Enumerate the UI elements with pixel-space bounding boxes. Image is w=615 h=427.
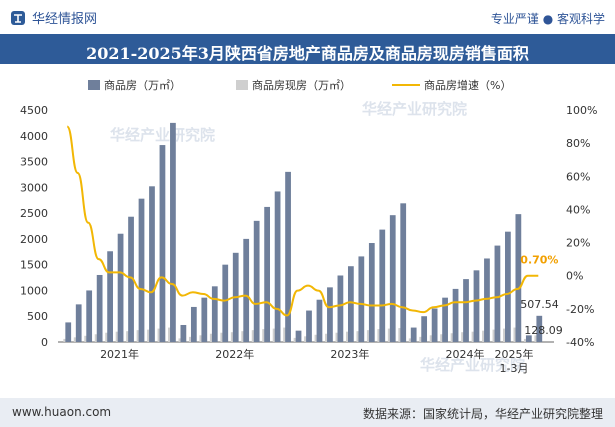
bar-commodity-0	[65, 322, 72, 342]
bar-commodity-36	[442, 297, 448, 342]
bar-commodity-43	[515, 214, 522, 342]
y-right-tick-label: -20%	[566, 303, 594, 316]
data-label-growth: 0.70%	[520, 254, 558, 267]
tagline: 专业严谨 ● 客观科学	[490, 12, 605, 26]
bar-commodity-30	[379, 229, 386, 342]
bar-commodity-13	[201, 297, 208, 342]
bar-commodity-34	[421, 316, 428, 342]
bar-commodity-42	[505, 231, 511, 342]
y-right-tick-label: 20%	[566, 237, 590, 250]
bar-commodity-15	[222, 264, 229, 342]
bar-commodity-24	[316, 299, 323, 342]
bar-commodity-1	[75, 304, 82, 342]
y-left-tick-label: 3500	[20, 156, 48, 169]
bar-commodity-27	[347, 266, 354, 342]
y-right-tick-label: -40%	[566, 336, 594, 349]
legend-label: 商品房现房（万㎡）	[252, 78, 351, 92]
bar-commodity-9	[159, 145, 166, 342]
data-source: 数据来源：国家统计局，华经产业研究院整理	[362, 407, 603, 421]
bar-commodity-38	[463, 279, 469, 342]
y-left-tick-label: 2500	[20, 207, 48, 220]
bar-commodity-40	[484, 258, 490, 342]
bar-commodity-32	[400, 203, 407, 342]
x-tick-label: 2024年	[446, 347, 485, 361]
y-left-tick-label: 1000	[20, 284, 48, 297]
bar-commodity-21	[285, 171, 291, 342]
bar-commodity-6	[128, 216, 134, 342]
bar-commodity-19	[264, 206, 271, 342]
bar-commodity-31	[389, 215, 396, 342]
bar-commodity-4	[107, 251, 113, 342]
footer: www.huaon.com 数据来源：国家统计局，华经产业研究院整理	[0, 398, 615, 427]
x-tick-label: 2021年	[100, 347, 139, 361]
website-link[interactable]: www.huaon.com	[12, 405, 112, 419]
data-label-existing: 128.09	[524, 324, 563, 337]
watermark-text: 华经产业研究院	[362, 100, 467, 118]
legend-swatch-commodity	[88, 80, 100, 90]
y-left-tick-label: 4000	[20, 130, 48, 143]
bar-commodity-44	[525, 335, 532, 342]
legend-label: 商品房增速（%）	[424, 78, 511, 92]
watermark-text: 华经产业研究院	[110, 126, 215, 144]
bar-commodity-20	[274, 191, 281, 342]
watermark-text: 华经产业研究院	[420, 356, 525, 374]
bar-commodity-41	[494, 245, 501, 342]
x-tick-label: 2023年	[330, 347, 369, 361]
x-tick-label: 1-3月	[500, 362, 529, 375]
y-left-tick-label: 4500	[20, 104, 48, 117]
bar-commodity-26	[337, 275, 344, 342]
bar-commodity-3	[96, 274, 103, 342]
growth-line	[66, 125, 539, 317]
legend-swatch-existing	[236, 80, 248, 90]
y-right-tick-label: 0%	[566, 270, 583, 283]
y-right-tick-label: 80%	[566, 137, 590, 150]
brand: 华经情报网	[10, 8, 97, 27]
title-bar: 2021-2025年3月陕西省房地产商品房及商品房现房销售面积	[0, 34, 615, 64]
y-left-tick-label: 3000	[20, 181, 48, 194]
bar-commodity-10	[170, 122, 176, 342]
y-left-tick-label: 1500	[20, 259, 48, 272]
bar-commodity-11	[180, 324, 187, 342]
bar-commodity-2	[86, 290, 93, 342]
bar-commodity-7	[138, 198, 145, 342]
data-label-commodity: 507.54	[520, 298, 559, 311]
x-tick-label: 2025年	[495, 347, 534, 361]
bar-commodity-23	[306, 310, 312, 342]
bar-commodity-14	[211, 286, 218, 342]
bar-commodity-5	[117, 233, 124, 342]
bar-commodity-39	[473, 270, 480, 342]
bar-commodity-17	[243, 238, 250, 342]
bar-commodity-25	[327, 287, 333, 342]
bar-commodity-35	[431, 308, 438, 342]
bar-commodity-12	[190, 306, 197, 342]
bar-commodity-8	[149, 186, 155, 342]
chart-title: 2021-2025年3月陕西省房地产商品房及商品房现房销售面积	[86, 44, 529, 63]
bar-commodity-18	[253, 220, 260, 342]
y-left-tick-label: 500	[27, 310, 48, 323]
y-right-tick-label: 100%	[566, 104, 597, 117]
bar-commodity-37	[452, 288, 459, 342]
y-left-tick-label: 0	[41, 336, 48, 349]
y-right-tick-label: 40%	[566, 203, 590, 216]
brand-name: 华经情报网	[32, 12, 98, 27]
top-bar: 华经情报网 专业严谨 ● 客观科学	[0, 0, 615, 34]
bar-commodity-22	[295, 330, 302, 342]
logo-icon	[11, 10, 25, 25]
y-left-tick-label: 2000	[20, 233, 48, 246]
bar-commodity-45	[536, 315, 543, 342]
bar-commodity-29	[368, 243, 375, 342]
legend-label: 商品房（万㎡）	[104, 78, 181, 92]
bar-commodity-33	[410, 327, 417, 342]
x-tick-label: 2022年	[215, 347, 254, 361]
bar-commodity-28	[358, 256, 365, 342]
y-right-tick-label: 60%	[566, 170, 590, 183]
